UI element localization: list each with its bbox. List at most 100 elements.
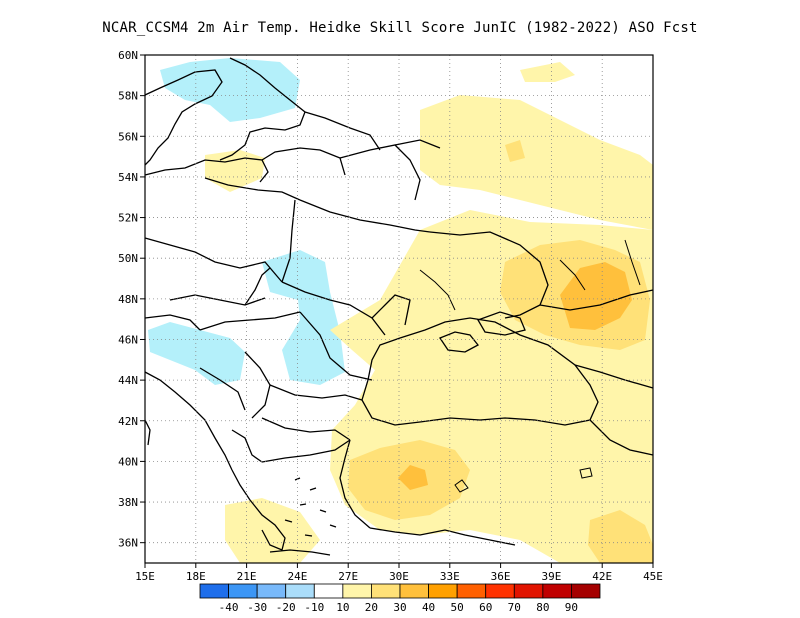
- colorbar-swatch: [542, 583, 572, 599]
- crete: [269, 549, 331, 556]
- azov-coast: [477, 311, 526, 336]
- greece-coast: [231, 469, 286, 551]
- border-moldova: [371, 294, 411, 326]
- region-orange-anatolia: [398, 465, 428, 490]
- lon-label: 36E: [491, 570, 511, 583]
- border-bosnia: [199, 367, 246, 411]
- chart-title: NCAR_CCSM4 2m Air Temp. Heidke Skill Sco…: [102, 20, 698, 36]
- colorbar-swatch: [313, 583, 344, 599]
- colorbar-label: -20: [276, 601, 296, 614]
- lon-label: 39E: [541, 570, 561, 583]
- colorbar-label: 80: [536, 601, 549, 614]
- lon-label: 33E: [440, 570, 460, 583]
- colorbar-swatch: [342, 583, 372, 599]
- colorbar-label: 60: [479, 601, 492, 614]
- lat-label: 60N: [118, 49, 138, 62]
- region-pale-yellow-baltic: [205, 150, 265, 192]
- border-ukraine-russia: [429, 231, 549, 319]
- colorbar-swatch: [228, 583, 258, 599]
- lake-van: [579, 467, 593, 479]
- colorbar-swatch: [256, 583, 287, 599]
- lat-label: 58N: [118, 90, 138, 103]
- lake-tuz: [454, 479, 469, 493]
- region-pale-yellow-aegean: [225, 498, 320, 563]
- lat-label: 36N: [118, 537, 138, 550]
- border-bulgaria-greece: [261, 417, 351, 441]
- border-romania: [299, 311, 373, 381]
- colorbar-label: 20: [365, 601, 378, 614]
- colorbar-swatch: [428, 583, 458, 599]
- colorbar-label: 50: [451, 601, 464, 614]
- lat-label: 42N: [118, 415, 138, 428]
- lat-label: 38N: [118, 496, 138, 509]
- border-russia-north: [394, 139, 441, 149]
- colorbar-label: 10: [336, 601, 349, 614]
- anatolia-west-coast: [339, 439, 371, 529]
- region-yellow-se: [588, 510, 653, 563]
- lon-label: 42E: [592, 570, 612, 583]
- lon-label: 18E: [186, 570, 206, 583]
- border-ukraine-south: [281, 281, 386, 336]
- colorbar-label: -40: [219, 601, 239, 614]
- region-light-blue-scandinavia: [160, 58, 300, 122]
- region-pale-yellow-north: [420, 95, 653, 230]
- lat-label: 44N: [118, 374, 138, 387]
- lon-label: 27E: [338, 570, 358, 583]
- colorbar-swatch: [485, 583, 515, 599]
- baltic-coast: [144, 157, 269, 183]
- lat-label: 48N: [118, 293, 138, 306]
- border-bulgaria: [269, 384, 363, 401]
- border-albania: [231, 429, 263, 463]
- colorbar-swatch: [399, 583, 429, 599]
- colorbar-swatch: [285, 583, 315, 599]
- colorbar-swatch: [371, 583, 401, 599]
- region-yellow-n: [505, 140, 525, 162]
- border-belarus-russia: [339, 144, 421, 201]
- border-caucasus: [574, 364, 654, 389]
- lon-label: 21E: [237, 570, 257, 583]
- border-poland-north: [204, 177, 301, 201]
- border-hungary: [199, 311, 301, 331]
- anatolia-south-coast: [369, 527, 516, 546]
- border-poland-ukraine: [281, 199, 296, 283]
- lon-label: 45E: [643, 570, 663, 583]
- colorbar-label: 30: [393, 601, 406, 614]
- lat-label: 52N: [118, 212, 138, 225]
- sweden-finland-coast: [219, 57, 306, 161]
- graticule: [145, 55, 653, 563]
- colorbar-swatch: [199, 583, 229, 599]
- dnieper-river: [419, 269, 456, 311]
- border-finland-russia: [304, 111, 381, 151]
- border-russia-east: [539, 289, 654, 311]
- colorbar-label: 90: [565, 601, 578, 614]
- adriatic-coast: [144, 371, 233, 471]
- longitude-axis: 15E 18E 21E 24E 27E 30E 33E 36E 39E 42E 45E: [135, 563, 663, 583]
- border-belarus-ukraine: [299, 199, 431, 233]
- colorbar-label: -30: [247, 601, 267, 614]
- colorbar-swatch: [456, 583, 487, 599]
- colorbar: -40 -30 -20 -10 10 20 30 40 50 60 70 80 90: [199, 583, 601, 614]
- region-light-blue-central-europe: [262, 250, 345, 385]
- lat-label: 40N: [118, 455, 138, 468]
- border-baltic-states: [261, 147, 346, 176]
- lon-label: 30E: [389, 570, 409, 583]
- border-turkey-east: [589, 419, 654, 456]
- colorbar-label: 70: [508, 601, 521, 614]
- black-sea-coast: [361, 317, 599, 426]
- border-slovakia: [244, 267, 271, 306]
- region-pale-yellow-nw: [520, 62, 575, 82]
- lat-label: 54N: [118, 171, 138, 184]
- region-light-blue-balkans: [148, 322, 245, 385]
- lon-label: 24E: [287, 570, 307, 583]
- colorbar-label: -10: [304, 601, 324, 614]
- border-central-europe: [144, 237, 283, 283]
- border-western: [144, 314, 201, 331]
- lat-label: 56N: [118, 130, 138, 143]
- lat-label: 46N: [118, 333, 138, 346]
- border-czech-austria: [169, 294, 266, 306]
- italy-coast: [144, 419, 151, 446]
- scandinavia-coast: [144, 69, 223, 166]
- lat-label: 50N: [118, 252, 138, 265]
- colorbar-swatch: [513, 583, 544, 599]
